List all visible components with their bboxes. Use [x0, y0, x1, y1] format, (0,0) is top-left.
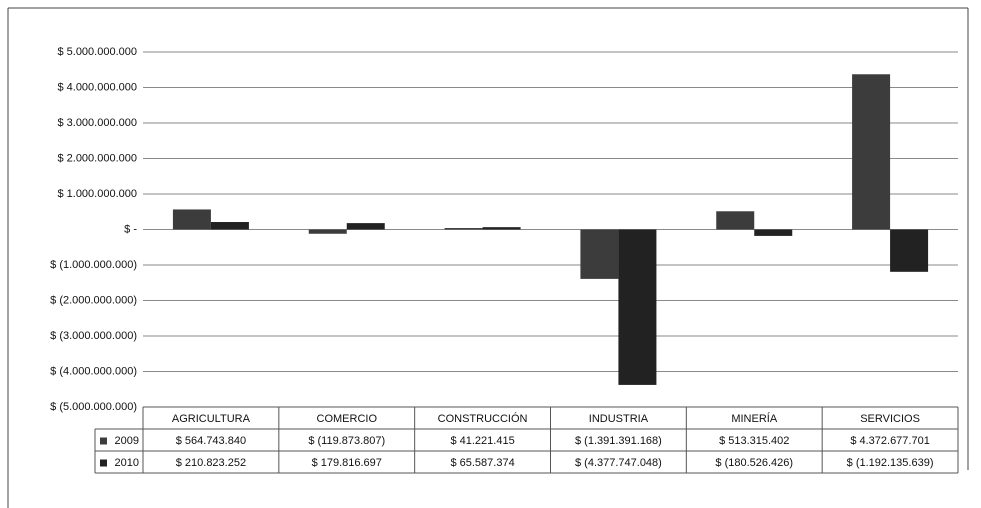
bar [482, 227, 521, 230]
y-tick-label: $ 3.000.000.000 [57, 117, 137, 129]
value-label: $ 4.372.677.701 [850, 435, 930, 447]
bar [444, 228, 483, 230]
legend-label: 2010 [115, 457, 139, 469]
y-tick-label: $ (1.000.000.000) [50, 259, 137, 271]
bar [308, 229, 347, 234]
value-label: $ 513.315.402 [719, 435, 789, 447]
value-label: $ (180.526.426) [715, 457, 793, 469]
value-label: $ 564.743.840 [176, 435, 246, 447]
category-label: INDUSTRIA [589, 413, 649, 425]
bar [754, 229, 793, 236]
category-label: AGRICULTURA [172, 413, 251, 425]
bar [716, 211, 755, 230]
bar [172, 209, 211, 230]
y-tick-label: $ (4.000.000.000) [50, 365, 137, 377]
y-tick-label: $ - [124, 223, 137, 235]
bar [346, 223, 385, 230]
value-label: $ (4.377.747.048) [575, 457, 662, 469]
bar [890, 229, 929, 272]
bar [580, 229, 619, 279]
bar [852, 74, 891, 230]
legend-key [100, 437, 107, 445]
legend-key [100, 459, 107, 467]
category-label: CONSTRUCCIÓN [438, 412, 528, 425]
value-label: $ 65.587.374 [450, 457, 514, 469]
value-label: $ 210.823.252 [176, 457, 246, 469]
y-tick-label: $ 2.000.000.000 [57, 152, 137, 164]
y-tick-label: $ 1.000.000.000 [57, 188, 137, 200]
y-tick-label: $ (2.000.000.000) [50, 294, 137, 306]
y-tick-label: $ (3.000.000.000) [50, 330, 137, 342]
bar [210, 222, 249, 230]
legend-label: 2009 [115, 435, 139, 447]
y-tick-label: $ (5.000.000.000) [50, 401, 137, 413]
value-label: $ (119.873.807) [308, 435, 385, 447]
y-tick-label: $ 4.000.000.000 [57, 81, 137, 93]
bar [618, 229, 657, 385]
category-label: COMERCIO [317, 413, 378, 425]
y-tick-label: $ 5.000.000.000 [57, 46, 137, 58]
category-label: MINERÍA [731, 412, 778, 425]
value-label: $ (1.192.135.639) [847, 457, 934, 469]
category-label: SERVICIOS [860, 413, 920, 425]
value-label: $ 41.221.415 [450, 435, 514, 447]
value-label: $ 179.816.697 [312, 457, 382, 469]
value-label: $ (1.391.391.168) [575, 435, 662, 447]
